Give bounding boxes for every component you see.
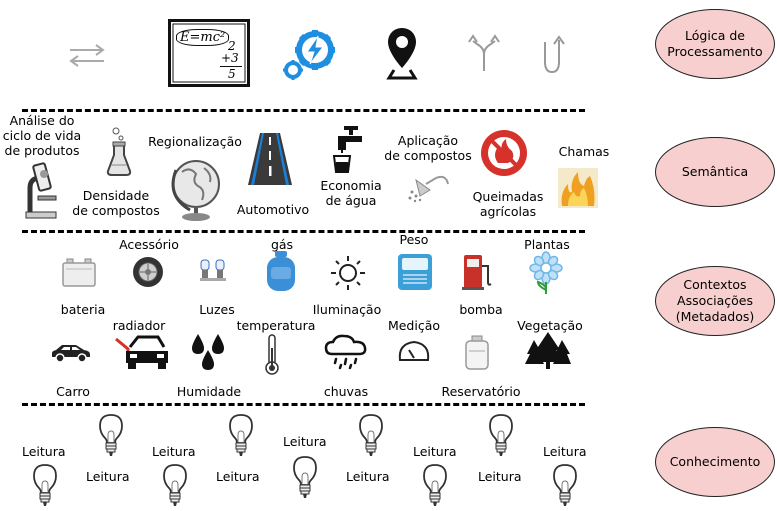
label-bateria: bateria [60,302,106,317]
gear-lightning-icon [283,30,335,80]
lightbulb-icon [552,463,578,511]
layer-knowledge-ellipse: Conhecimento [655,427,775,497]
gauge-icon [398,340,430,361]
lightbulb-icon [422,463,448,511]
reading-label: Leitura [22,444,66,459]
car-icon [52,345,90,363]
label-chamas: Chamas [558,144,610,159]
layer-semantic-ellipse: Semântica [655,137,775,207]
reading-label: Leitura [283,434,327,449]
label-densidade: Densidade de compostos [72,188,160,218]
road-icon [248,133,292,185]
lightbulb-icon [98,413,124,461]
label-peso: Peso [399,232,429,247]
fuel-pump-icon [462,255,492,290]
car-hood-icon [115,335,168,369]
label-radiador: radiador [112,318,166,333]
label-luzes: Luzes [199,302,235,317]
label-gas: gás [270,237,294,252]
lightbulb-icon [358,413,384,461]
shower-icon [408,175,449,203]
label-bomba: bomba [459,302,503,317]
lightbulb-icon [228,413,254,461]
sun-icon [331,256,365,290]
no-fire-icon [481,130,527,176]
scale-icon [398,254,432,290]
label-iluminacao: Iluminação [312,302,382,317]
gas-cylinder-icon [267,251,295,291]
reading-label: Leitura [478,469,522,484]
board-num-3: 5 [228,67,236,81]
label-acessorio: Acessório [119,237,179,252]
lightbulb-icon [162,463,188,511]
label-economia: Economia de água [320,178,382,208]
label-analise: Análise do ciclo de vida de produtos [2,113,82,158]
split-arrow-icon [468,34,500,71]
flames-icon [558,168,598,208]
flower-icon [529,251,563,294]
pine-trees-icon [525,332,571,369]
reading-label: Leitura [543,444,587,459]
board-num-1: 2 [228,39,236,53]
chalkboard-icon: E=mc² 2 +3 5 [168,19,250,87]
label-reservatorio: Reservatório [441,384,521,399]
headlight-bulbs-icon [200,259,226,281]
label-plantas: Plantas [524,237,570,252]
label-chuvas: chuvas [323,384,369,399]
battery-icon [62,258,96,287]
reservoir-icon [465,335,489,370]
divider-1 [22,109,585,112]
label-queimadas: Queimadas agrícolas [472,189,544,219]
reading-label: Leitura [413,444,457,459]
label-carro: Carro [56,384,90,399]
label-medicao: Medição [387,318,441,333]
label-humidade: Humidade [176,384,242,399]
divider-2 [22,230,585,233]
microscope-icon [25,162,57,219]
rain-cloud-icon [324,334,367,370]
faucet-icon [332,126,362,173]
globe-icon [171,160,220,221]
lightbulb-icon [32,463,58,511]
water-drops-icon [192,334,224,370]
lightbulb-icon [292,455,318,503]
reading-label: Leitura [216,469,260,484]
board-num-2: +3 [221,51,239,65]
label-automotivo: Automotivo [236,202,310,217]
label-temperatura: temperatura [236,318,316,333]
layer-context-ellipse: Contextos Associações (Metadados) [655,266,775,336]
label-vegetacao: Vegetação [517,318,583,333]
reading-label: Leitura [346,469,390,484]
label-aplicacao: Aplicação de compostos [384,133,472,163]
thermometer-icon [265,334,279,375]
reading-label: Leitura [152,444,196,459]
flask-icon [106,127,132,176]
tire-icon [133,257,163,287]
layer-processing-ellipse: Lógica de Processamento [655,9,775,79]
location-pin-icon [386,28,418,80]
swap-arrows-icon [69,44,105,67]
board-formula: E=mc² [176,29,230,46]
label-regionalizacao: Regionalização [148,134,242,149]
u-turn-arrow-icon [544,35,565,74]
divider-3 [22,403,585,406]
reading-label: Leitura [86,469,130,484]
lightbulb-icon [488,413,514,461]
